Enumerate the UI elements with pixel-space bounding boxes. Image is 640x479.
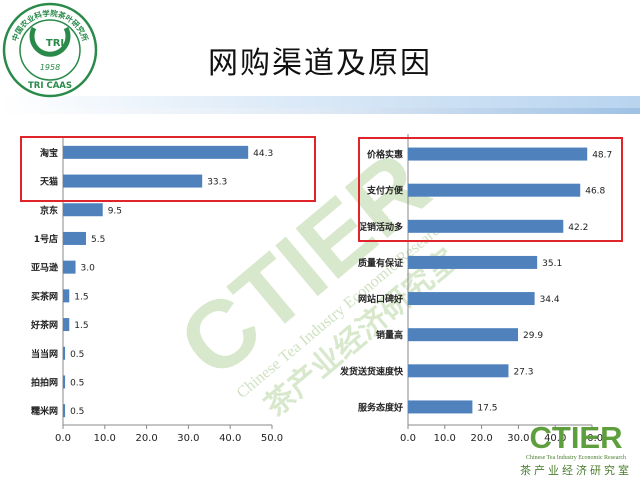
category-label: 服务态度好 xyxy=(358,401,403,413)
bar-platform xyxy=(63,375,66,389)
x-tick-label: 30.0 xyxy=(177,433,199,444)
data-label: 3.0 xyxy=(81,264,96,274)
highlight-box-platforms xyxy=(20,136,316,202)
data-label: 0.5 xyxy=(70,407,84,417)
x-tick-label: 50.0 xyxy=(261,433,283,444)
category-label: 糯米网 xyxy=(31,405,58,417)
category-label: 支付方便 xyxy=(366,185,404,197)
data-label: 0.5 xyxy=(70,378,84,388)
logo-abbr: TRI xyxy=(46,38,64,49)
category-label: 亚马逊 xyxy=(31,262,58,274)
x-tick-label: 40.0 xyxy=(544,433,566,444)
tri-caas-logo: 中国农业科学院茶叶研究所 TRI 1958 TRI CAAS xyxy=(2,2,98,98)
data-label: 5.5 xyxy=(91,235,105,245)
data-label: 42.2 xyxy=(568,223,588,233)
x-tick-label: 10.0 xyxy=(94,433,116,444)
bar-platform xyxy=(63,231,86,245)
category-label: 销量高 xyxy=(376,329,403,341)
category-label: 天猫 xyxy=(40,176,58,188)
category-label: 发货送货速度快 xyxy=(339,365,404,377)
bar-platform xyxy=(63,203,103,217)
bar-platform xyxy=(63,174,203,188)
header-band xyxy=(0,96,640,108)
logo-caption: TRI CAAS xyxy=(28,81,72,91)
x-tick-label: 40.0 xyxy=(219,433,241,444)
x-tick-label: 10.0 xyxy=(434,433,456,444)
bar-platform xyxy=(63,346,66,360)
data-label: 29.9 xyxy=(523,331,543,341)
bar-reason xyxy=(408,183,581,197)
data-label: 33.3 xyxy=(207,178,227,188)
category-label: 买茶网 xyxy=(31,290,58,302)
category-label: 京东 xyxy=(40,204,58,216)
data-label: 46.8 xyxy=(585,187,605,197)
x-tick-label: 0.0 xyxy=(400,433,416,444)
logo-year: 1958 xyxy=(40,63,60,72)
bar-reason xyxy=(408,328,519,342)
x-tick-label: 50.0 xyxy=(581,433,603,444)
corner-logo-brand: CTIER xyxy=(530,420,623,455)
x-tick-label: 20.0 xyxy=(470,433,492,444)
data-label: 17.5 xyxy=(477,403,497,413)
data-label: 9.5 xyxy=(108,206,122,216)
category-label: 好茶网 xyxy=(30,319,58,331)
category-label: 拍拍网 xyxy=(31,376,58,388)
data-label: 44.3 xyxy=(253,149,273,159)
x-tick-label: 20.0 xyxy=(135,433,157,444)
page-title: 网购渠道及原因 xyxy=(208,46,432,81)
corner-logo-english: Chinese Tea Industry Economic Research xyxy=(526,455,626,461)
bar-reason xyxy=(408,219,564,233)
category-label: 促销活动多 xyxy=(357,221,403,233)
bar-platform xyxy=(63,145,249,159)
bar-platform xyxy=(63,289,70,303)
data-label: 34.4 xyxy=(540,295,560,305)
ctier-corner-logo: CTIER Chinese Tea Industry Economic Rese… xyxy=(520,420,632,477)
platform-chart: 0.0 10.0 20.0 30.0 40.0 50.0 淘宝 44.3 天猫 33.3 京东 9.5… xyxy=(30,136,283,444)
bar-platform xyxy=(63,318,70,332)
bar-reason xyxy=(408,400,473,414)
x-tick-label: 0.0 xyxy=(55,433,71,444)
corner-logo-chinese: 茶产业经济研究室 xyxy=(520,463,632,477)
x-tick-label: 30.0 xyxy=(507,433,529,444)
category-label: 淘宝 xyxy=(40,147,58,159)
data-label: 48.7 xyxy=(592,151,612,161)
category-label: 1号店 xyxy=(34,233,58,245)
highlight-box-reasons xyxy=(358,137,623,242)
category-label: 当当网 xyxy=(31,348,58,360)
category-label: 质量有保证 xyxy=(358,257,403,269)
category-label: 价格实惠 xyxy=(367,149,403,161)
bar-reason xyxy=(408,292,535,306)
data-label: 35.1 xyxy=(542,259,562,269)
category-label: 网站口碑好 xyxy=(358,293,403,305)
data-label: 27.3 xyxy=(513,367,533,377)
bar-platform xyxy=(63,260,76,274)
reason-chart: 0.0 10.0 20.0 30.0 40.0 50.0 价格实惠 48.7 支付方便 46.8 促… xyxy=(339,134,612,444)
data-label: 1.5 xyxy=(74,321,88,331)
header-band-lower xyxy=(0,108,640,114)
bar-reason xyxy=(408,255,538,269)
logo-c-mark xyxy=(29,26,71,57)
data-label: 1.5 xyxy=(74,292,88,302)
bar-reason xyxy=(408,364,509,378)
bar-reason xyxy=(408,147,588,161)
bar-platform xyxy=(63,404,66,418)
data-label: 0.5 xyxy=(70,350,84,360)
